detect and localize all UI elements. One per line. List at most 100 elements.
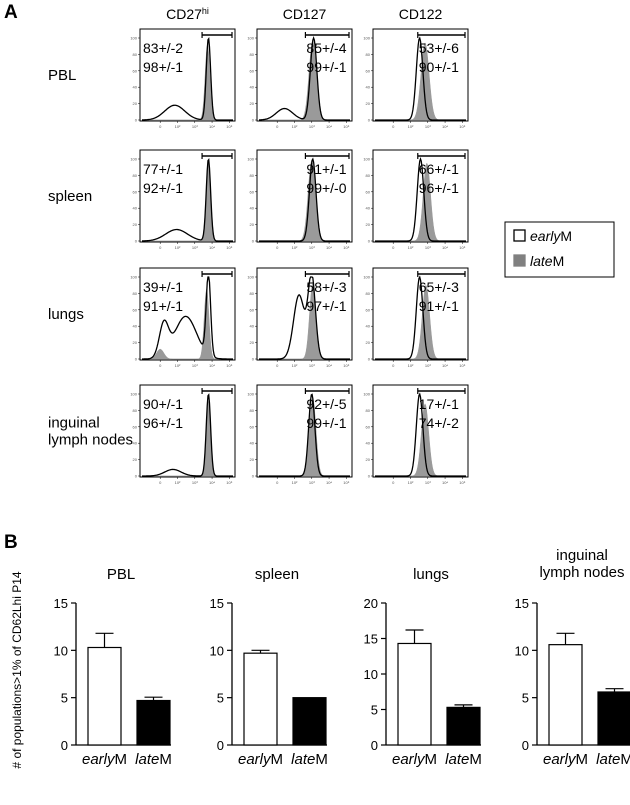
y-tick-label: 0 <box>368 474 371 479</box>
panel-a-histograms: CD27hi CD127 CD122 PBL spleen lungs inguinally… <box>48 6 469 485</box>
y-tick-label: 100 <box>247 275 254 280</box>
stat-lateM: 96+/-1 <box>143 415 183 431</box>
chart-title: lymph nodes <box>539 564 624 581</box>
x-tick-label: 10⁴ <box>326 124 332 129</box>
stat-earlyM: 83+/-2 <box>143 40 183 56</box>
early-histogram <box>259 393 350 477</box>
stat-earlyM: 92+/-5 <box>306 396 346 412</box>
stat-earlyM: 66+/-1 <box>419 161 459 177</box>
stat-earlyM: 85+/-4 <box>306 40 346 56</box>
x-tick-label: 0 <box>276 363 279 368</box>
early-histogram <box>375 36 466 121</box>
y-tick-label: 20 <box>133 222 138 227</box>
y-tick-label: 100 <box>130 275 137 280</box>
y-tick-label: 20 <box>133 101 138 106</box>
x-tick-label: 10³ <box>309 363 315 368</box>
y-tick-label: 40 <box>366 441 371 446</box>
x-tick-label: 10⁵ <box>459 363 465 368</box>
chart-title: spleen <box>255 566 299 583</box>
bar-lateM <box>597 691 630 746</box>
stat-lateM: 96+/-1 <box>419 180 459 196</box>
x-tick-label: 10³ <box>192 124 198 129</box>
x-tick-label: 10⁴ <box>326 245 332 250</box>
late-histogram <box>142 400 233 477</box>
histogram-panel: 0 20 40 60 80 100 0 10² 10³ 10⁴ 10⁵ 39+/-1 91+/-1 <box>130 267 236 368</box>
x-tick-label: 0 <box>276 480 279 485</box>
histogram-panel: 0 20 40 60 80 100 0 10² 10³ 10⁴ 10⁵ 66+/-1 96+/-1 <box>363 149 469 250</box>
category-label: earlyM <box>238 751 283 768</box>
x-tick-label: 10² <box>175 245 181 250</box>
bar-earlyM <box>243 652 278 746</box>
row-label: lungs <box>48 306 84 323</box>
y-tick-label: 15 <box>54 596 68 611</box>
y-tick-label: 100 <box>363 157 370 162</box>
bar-lateM <box>446 706 481 746</box>
y-tick-label: 80 <box>133 173 138 178</box>
y-tick-label: 80 <box>366 52 371 57</box>
bar-chart: spleen 0 5 10 15 earlyM lateM <box>210 566 328 768</box>
histogram-frame <box>256 149 353 243</box>
y-tick-label: 20 <box>250 222 255 227</box>
x-tick-label: 0 <box>392 245 395 250</box>
bar-earlyM <box>397 642 432 746</box>
y-tick-label: 60 <box>366 68 371 73</box>
x-tick-label: 10⁴ <box>209 245 215 250</box>
x-tick-label: 10³ <box>309 245 315 250</box>
x-tick-label: 10² <box>175 363 181 368</box>
late-histogram <box>142 44 233 121</box>
row-label: inguinal <box>48 415 100 432</box>
histogram-panel: 0 20 40 60 80 100 0 10² 10³ 10⁴ 10⁵ 58+/-3 97+/-1 <box>247 267 353 368</box>
y-tick-label: 100 <box>363 36 370 41</box>
y-tick-label: 5 <box>371 703 378 718</box>
y-tick-label: 60 <box>133 307 138 312</box>
x-tick-label: 10² <box>292 124 298 129</box>
bar-lateM <box>292 697 327 746</box>
histogram-panel: 0 20 40 60 80 100 0 10² 10³ 10⁴ 10⁵ 17+/-1 74+/-2 <box>363 384 469 485</box>
y-tick-label: 40 <box>250 206 255 211</box>
early-histogram <box>375 392 466 477</box>
stat-lateM: 99+/-1 <box>306 415 346 431</box>
y-tick-label: 5 <box>61 691 68 706</box>
y-tick-label: 80 <box>250 291 255 296</box>
histogram-frame <box>372 28 469 122</box>
y-tick-label: 40 <box>133 441 138 446</box>
histogram-frame <box>372 149 469 243</box>
x-tick-label: 10³ <box>425 480 431 485</box>
panel-b-letter: B <box>4 532 18 553</box>
x-tick-label: 0 <box>276 245 279 250</box>
y-tick-label: 100 <box>130 36 137 41</box>
histogram-frame <box>139 384 236 478</box>
y-tick-label: 0 <box>135 357 138 362</box>
y-tick-label: 40 <box>133 85 138 90</box>
x-tick-label: 10² <box>175 480 181 485</box>
bar-chart: lungs 0 5 10 15 20 earlyM lateM <box>364 566 482 768</box>
histogram-panel: 0 20 40 60 80 100 0 10² 10³ 10⁴ 10⁵ 91+/-1 99+/-0 <box>247 149 353 250</box>
early-histogram <box>258 36 350 121</box>
x-tick-label: 10⁵ <box>343 363 349 368</box>
stat-lateM: 98+/-1 <box>143 59 183 75</box>
x-tick-label: 10² <box>292 245 298 250</box>
x-tick-label: 10² <box>408 124 414 129</box>
y-tick-label: 60 <box>250 189 255 194</box>
y-tick-label: 0 <box>368 239 371 244</box>
histogram-panel: 0 20 40 60 80 100 0 10² 10³ 10⁴ 10⁵ 65+/-3 91+/-1 <box>363 267 469 368</box>
x-tick-label: 10⁵ <box>226 480 232 485</box>
y-axis-label: # of populations>1% of CD62Lhi P14 <box>10 571 24 768</box>
category-label: lateM <box>291 751 328 768</box>
y-tick-label: 5 <box>217 691 224 706</box>
x-tick-label: 10⁴ <box>209 124 215 129</box>
y-tick-label: 40 <box>133 206 138 211</box>
y-tick-label: 0 <box>368 357 371 362</box>
y-tick-label: 80 <box>250 408 255 413</box>
x-tick-label: 10³ <box>309 124 315 129</box>
legend-swatch <box>513 229 526 242</box>
y-tick-label: 5 <box>522 691 529 706</box>
y-tick-label: 40 <box>366 324 371 329</box>
x-tick-label: 10⁴ <box>442 124 448 129</box>
stat-lateM: 74+/-2 <box>419 415 459 431</box>
stat-lateM: 91+/-1 <box>419 298 459 314</box>
stat-lateM: 99+/-0 <box>306 180 346 196</box>
x-tick-label: 10⁴ <box>326 480 332 485</box>
y-tick-label: 20 <box>364 596 378 611</box>
stat-earlyM: 77+/-1 <box>143 161 183 177</box>
